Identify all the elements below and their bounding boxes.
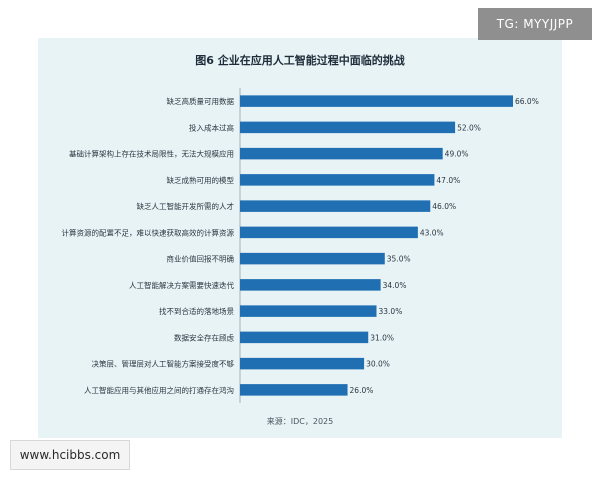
category-label: 缺乏成熟可用的模型 [167,175,235,185]
value-label: 43.0% [420,228,444,237]
bar [240,174,435,186]
value-label: 49.0% [445,150,469,159]
bar [240,331,369,344]
value-label: 35.0% [387,255,411,264]
bar [240,200,431,212]
bar [240,121,456,134]
value-label: 66.0% [515,97,539,106]
bar [240,95,513,107]
value-label: 46.0% [432,202,456,211]
watermark-site: www.hcibbs.com [10,440,130,470]
category-label: 商业价值回报不明确 [167,254,235,264]
category-label: 缺乏人工智能开发所需的人才 [137,201,235,211]
value-label: 47.0% [436,176,460,185]
source-note: 来源：IDC，2025 [266,417,334,426]
category-label: 找不到合适的落地场景 [159,306,234,316]
bar [240,252,385,265]
category-label: 计算资源的配置不足，难以快速获取高效的计算资源 [62,227,235,237]
value-label: 26.0% [350,386,374,395]
watermark-tg: TG: MYYJJPP [478,8,592,40]
category-label: 缺乏高质量可用数据 [167,96,235,106]
category-label: 投入成本过高 [189,122,234,132]
value-label: 33.0% [379,307,403,316]
category-label: 数据安全存在顾虑 [174,332,234,342]
bar [240,226,418,239]
bar [240,357,365,370]
value-label: 30.0% [366,360,390,369]
value-label: 34.0% [383,281,407,290]
bar [240,305,377,317]
category-label: 基础计算架构上存在技术局限性，无法大规模应用 [69,149,234,159]
value-label: 52.0% [457,123,481,132]
category-label: 人工智能应用与其他应用之间的打通存在鸿沟 [84,385,234,395]
bar [240,279,381,291]
category-label: 人工智能解决方案需要快速迭代 [129,280,234,290]
category-label: 决策层、管理层对人工智能方案接受度不够 [92,359,235,369]
bar [240,147,443,160]
chart-title: 图6 企业在应用人工智能过程中面临的挑战 [195,54,405,67]
value-label: 31.0% [370,333,394,342]
bar [240,384,348,396]
